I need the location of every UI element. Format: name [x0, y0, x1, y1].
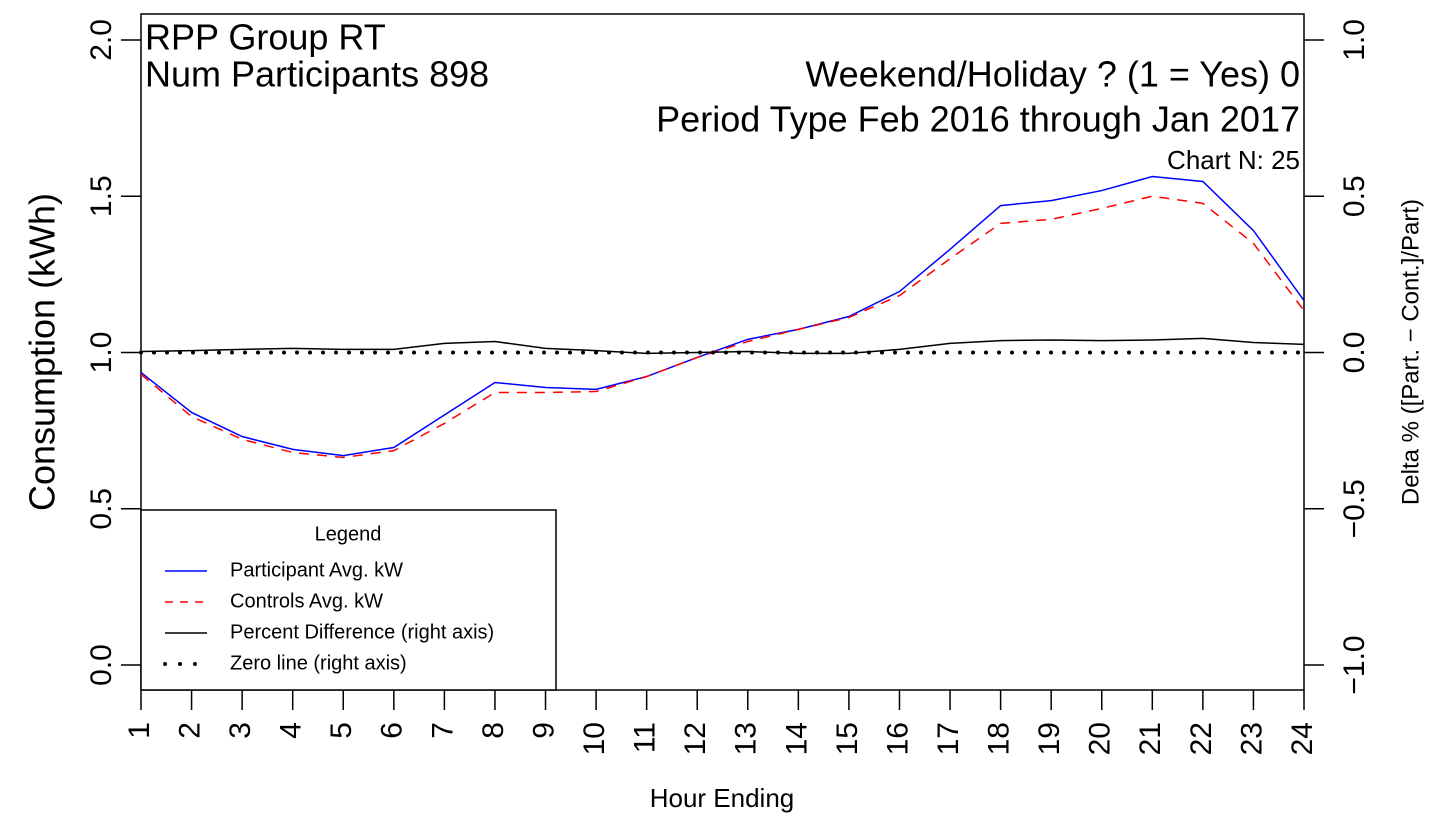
- x-tick-label: 23: [1235, 722, 1268, 755]
- legend-title: Legend: [315, 523, 382, 545]
- x-tick-label: 8: [477, 722, 510, 739]
- annotation: Weekend/Holiday ? (1 = Yes) 0: [805, 54, 1300, 95]
- annotation: RPP Group RT: [145, 17, 386, 58]
- x-tick-label: 4: [275, 722, 308, 739]
- x-tick-label: 12: [679, 722, 712, 755]
- x-tick-label: 19: [1033, 722, 1066, 755]
- x-tick-label: 22: [1185, 722, 1218, 755]
- y-tick-label: 1.5: [85, 175, 118, 217]
- y2-tick-label: 0.0: [1338, 332, 1371, 374]
- annotation: Period Type Feb 2016 through Jan 2017: [656, 99, 1300, 140]
- x-tick-label: 6: [376, 722, 409, 739]
- x-tick-label: 16: [881, 722, 914, 755]
- legend-label: Participant Avg. kW: [230, 559, 403, 581]
- series-line: [140, 175, 1305, 457]
- x-tick-label: 17: [932, 722, 965, 755]
- y2-tick-label: 1.0: [1338, 19, 1371, 61]
- x-tick-label: 15: [831, 722, 864, 755]
- x-tick-label: 9: [527, 722, 560, 739]
- y2-tick-label: −1.0: [1338, 635, 1371, 694]
- y-tick-label: 1.0: [85, 332, 118, 374]
- x-tick-label: 2: [173, 722, 206, 739]
- legend-label: Zero line (right axis): [230, 652, 407, 674]
- legend-label: Percent Difference (right axis): [230, 621, 494, 643]
- x-tick-label: 1: [123, 722, 156, 739]
- series-line: [140, 337, 1305, 355]
- legend-box: [140, 509, 557, 691]
- annotation: Chart N: 25: [1167, 145, 1300, 175]
- annotation: Num Participants 898: [145, 54, 489, 95]
- y-axis-label: Consumption (kWh): [22, 193, 63, 511]
- series-line: [140, 195, 1305, 459]
- x-tick-label: 24: [1286, 722, 1319, 755]
- x-tick-label: 18: [983, 722, 1016, 755]
- x-tick-label: 5: [325, 722, 358, 739]
- x-tick-label: 3: [224, 722, 257, 739]
- x-tick-label: 10: [578, 722, 611, 755]
- y2-tick-label: 0.5: [1338, 175, 1371, 217]
- x-tick-label: 20: [1084, 722, 1117, 755]
- x-axis-label: Hour Ending: [650, 783, 795, 813]
- y2-tick-label: −0.5: [1338, 479, 1371, 538]
- x-tick-label: 13: [730, 722, 763, 755]
- y2-axis-label: Delta % ([Part. − Cont.]/Part): [1397, 199, 1424, 505]
- x-tick-label: 14: [780, 722, 813, 755]
- x-tick-label: 21: [1134, 722, 1167, 755]
- x-tick-label: 7: [426, 722, 459, 739]
- x-tick-label: 11: [629, 722, 662, 753]
- y-tick-label: 0.5: [85, 488, 118, 530]
- legend-label: Controls Avg. kW: [230, 590, 383, 612]
- y-tick-label: 2.0: [85, 19, 118, 61]
- y-tick-label: 0.0: [85, 644, 118, 686]
